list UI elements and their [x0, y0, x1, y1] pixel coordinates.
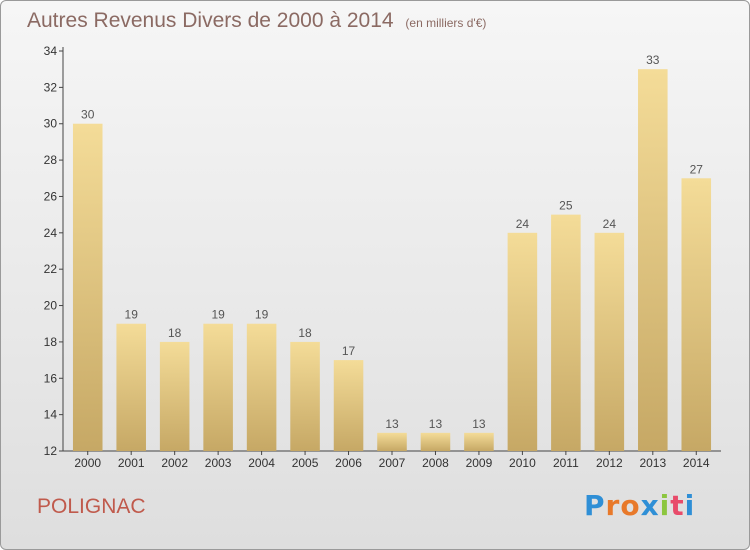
y-tick-label: 24 — [44, 226, 58, 240]
y-tick-label: 18 — [44, 335, 58, 349]
bar — [638, 69, 668, 451]
bar-value-label: 24 — [603, 217, 617, 231]
bar-value-label: 19 — [211, 308, 225, 322]
bar-value-label: 13 — [472, 417, 486, 431]
x-tick-label: 2006 — [335, 456, 362, 470]
bar — [203, 323, 233, 451]
x-tick-label: 2011 — [553, 456, 579, 470]
y-tick-label: 20 — [44, 299, 58, 313]
logo-letter: P — [584, 489, 606, 522]
bar — [290, 341, 320, 451]
logo-letter: o — [620, 489, 641, 522]
bar — [594, 232, 625, 451]
bar — [116, 323, 146, 451]
logo-letter: i — [684, 489, 696, 522]
bar-value-label: 13 — [429, 417, 443, 431]
x-tick-label: 2000 — [74, 456, 101, 470]
y-tick-label: 14 — [44, 408, 58, 422]
bar-value-label: 30 — [81, 108, 95, 122]
x-tick-label: 2014 — [683, 456, 710, 470]
logo-letter: i — [659, 489, 671, 522]
x-tick-label: 2004 — [248, 456, 275, 470]
bar — [551, 214, 581, 451]
proxiti-logo: Proxiti — [584, 489, 695, 522]
y-tick-label: 22 — [44, 262, 58, 276]
x-tick-label: 2008 — [422, 456, 449, 470]
x-tick-label: 2012 — [596, 456, 623, 470]
x-tick-label: 2002 — [161, 456, 188, 470]
y-tick-label: 26 — [44, 189, 58, 203]
x-tick-label: 2007 — [379, 456, 406, 470]
bar — [72, 123, 103, 452]
y-tick-label: 34 — [44, 44, 58, 58]
logo-letter: r — [605, 489, 621, 522]
bar-value-label: 13 — [385, 417, 399, 431]
x-tick-label: 2001 — [118, 456, 145, 470]
bar-value-label: 19 — [125, 308, 139, 322]
x-tick-label: 2005 — [292, 456, 319, 470]
bar-value-label: 24 — [516, 217, 530, 231]
bar-value-label: 33 — [646, 53, 660, 67]
x-tick-label: 2013 — [639, 456, 666, 470]
bar-value-label: 18 — [298, 326, 312, 340]
bar — [507, 232, 538, 451]
y-tick-label: 30 — [44, 117, 58, 131]
bar-value-label: 18 — [168, 326, 182, 340]
y-tick-label: 32 — [44, 80, 58, 94]
logo-letter: t — [670, 489, 685, 522]
bar — [159, 341, 190, 451]
y-tick-label: 12 — [44, 444, 58, 458]
bar-value-label: 17 — [342, 344, 356, 358]
bar — [420, 432, 451, 451]
chart-title: Autres Revenus Divers de 2000 à 2014 (en… — [27, 9, 486, 33]
x-tick-label: 2003 — [205, 456, 232, 470]
bar — [333, 360, 364, 451]
bar-value-label: 25 — [559, 199, 573, 213]
title-unit: (en milliers d'€) — [405, 16, 487, 30]
x-tick-label: 2009 — [466, 456, 493, 470]
bar — [246, 323, 277, 451]
commune-name: POLIGNAC — [37, 495, 146, 518]
bar — [377, 432, 407, 451]
bar-value-label: 27 — [690, 162, 704, 176]
logo-letter: x — [640, 489, 660, 522]
y-tick-label: 16 — [44, 371, 58, 385]
y-tick-label: 28 — [44, 153, 58, 167]
bar — [681, 178, 712, 452]
x-tick-label: 2010 — [509, 456, 536, 470]
bar — [464, 432, 494, 451]
bar-value-label: 19 — [255, 308, 269, 322]
title-text: Autres Revenus Divers de 2000 à 2014 — [27, 9, 394, 32]
